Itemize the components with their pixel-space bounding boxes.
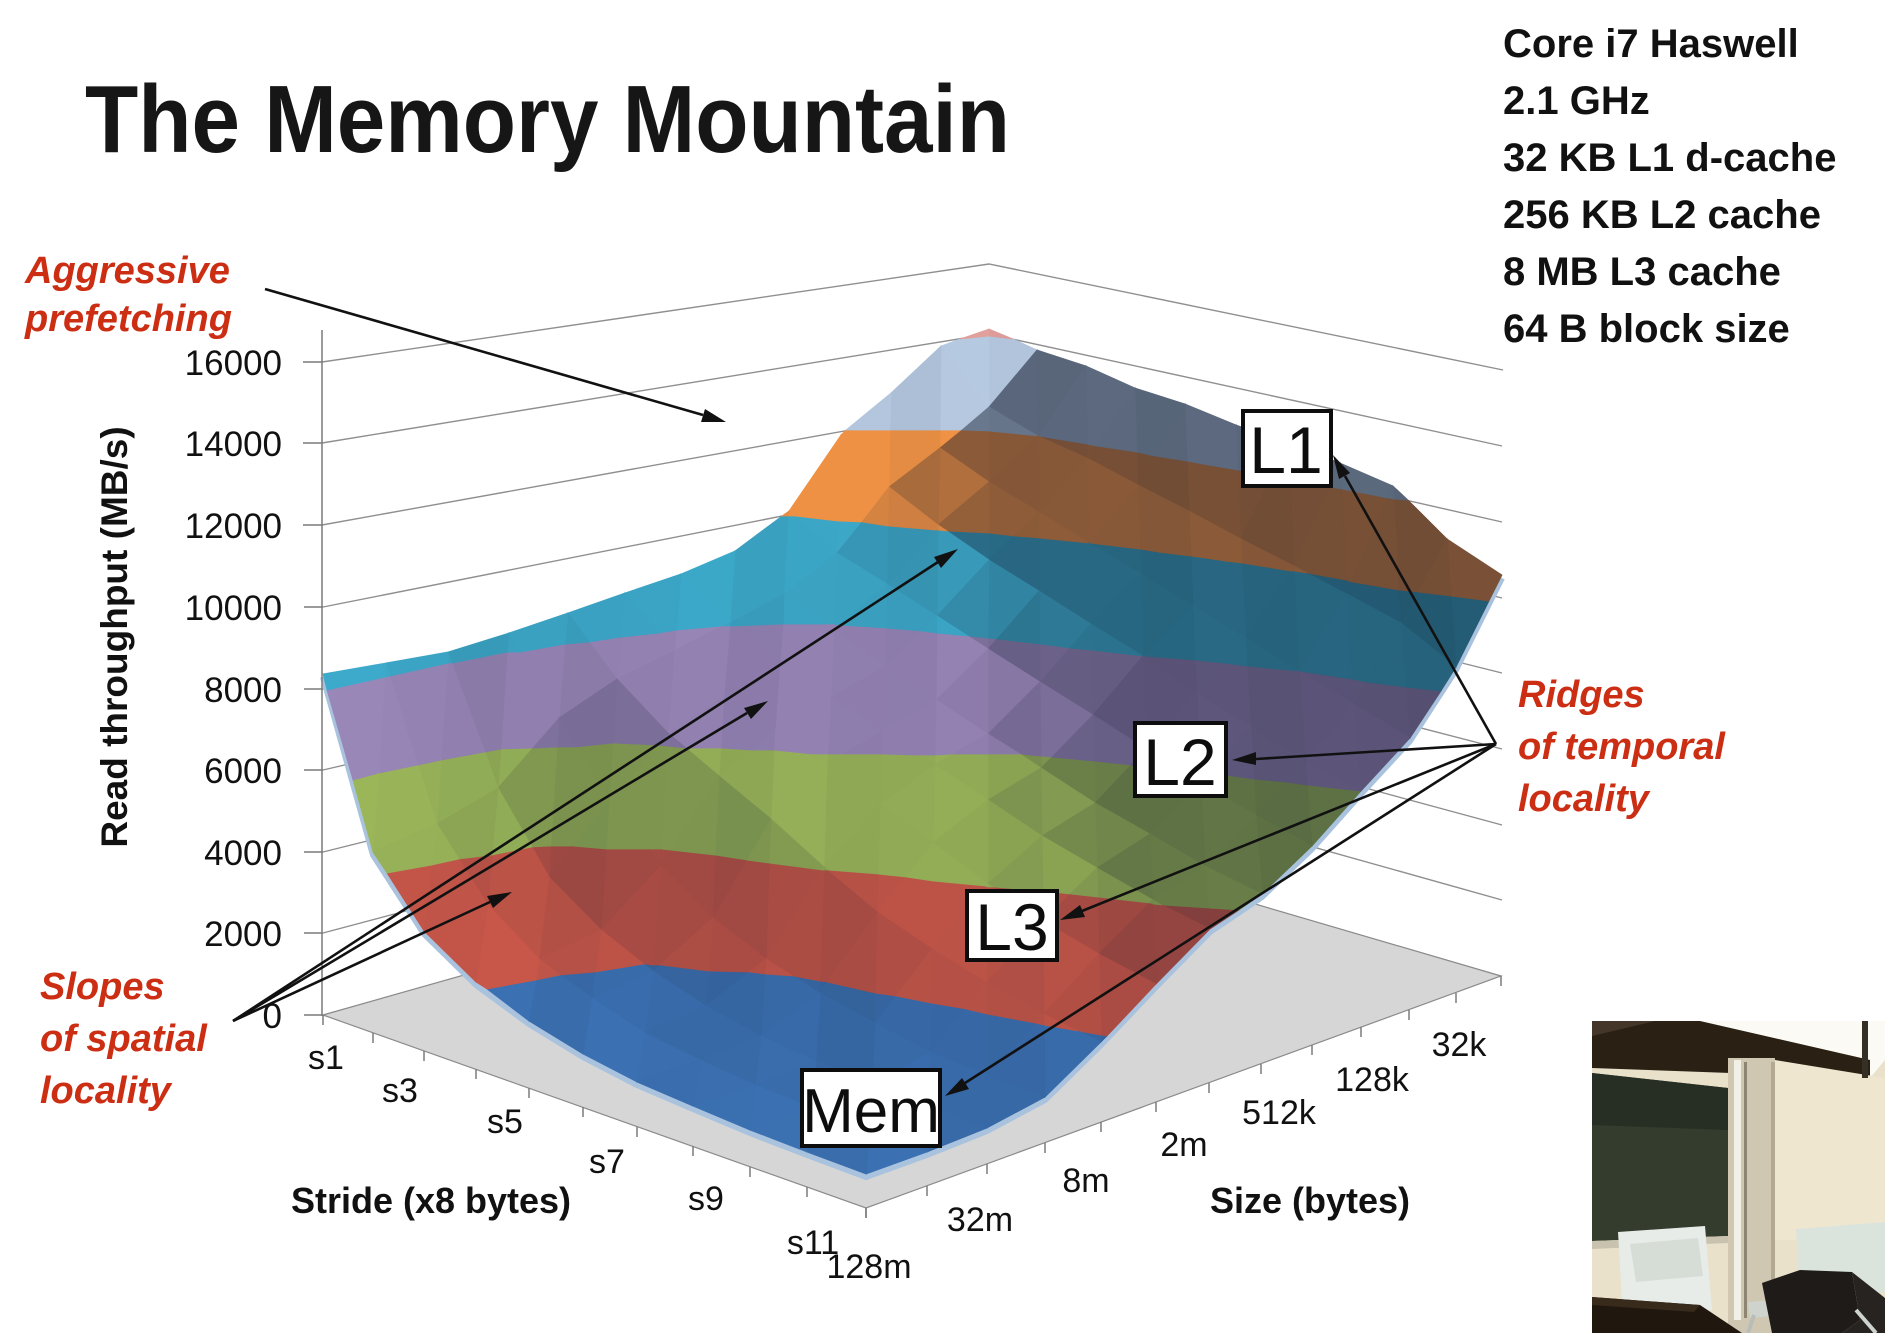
svg-text:14000: 14000 [185,425,282,464]
svg-text:s11: s11 [787,1224,839,1262]
svg-text:s7: s7 [589,1143,625,1181]
svg-text:8 MB L3 cache: 8 MB L3 cache [1503,250,1781,294]
svg-text:4000: 4000 [204,834,282,873]
svg-text:12000: 12000 [185,507,282,546]
svg-text:Core i7 Haswell: Core i7 Haswell [1503,22,1799,66]
svg-text:of spatial: of spatial [40,1018,208,1060]
svg-text:s9: s9 [688,1180,724,1218]
svg-text:Stride (x8 bytes): Stride (x8 bytes) [291,1180,571,1221]
svg-text:32m: 32m [947,1201,1013,1239]
svg-text:prefetching: prefetching [24,298,232,340]
svg-text:Read throughput (MB/s): Read throughput (MB/s) [94,426,135,847]
svg-text:s5: s5 [487,1103,523,1141]
svg-text:L2: L2 [1143,725,1216,799]
svg-text:2.1 GHz: 2.1 GHz [1503,79,1650,123]
svg-text:6000: 6000 [204,752,282,791]
svg-text:0: 0 [263,997,282,1036]
svg-text:10000: 10000 [185,589,282,628]
svg-text:Mem: Mem [802,1077,940,1146]
svg-text:8m: 8m [1062,1162,1109,1200]
svg-text:Ridges: Ridges [1518,674,1645,716]
svg-text:Size (bytes): Size (bytes) [1210,1180,1410,1221]
svg-text:2000: 2000 [204,915,282,954]
svg-text:locality: locality [40,1070,173,1112]
svg-text:32 KB L1 d-cache: 32 KB L1 d-cache [1503,136,1836,180]
svg-text:Aggressive: Aggressive [24,250,230,292]
svg-text:L3: L3 [975,890,1048,964]
svg-text:Slopes: Slopes [40,966,165,1008]
svg-text:L1: L1 [1249,413,1322,487]
svg-text:2m: 2m [1160,1126,1207,1164]
svg-text:of temporal: of temporal [1518,726,1726,768]
svg-text:8000: 8000 [204,671,282,710]
svg-text:128k: 128k [1335,1061,1410,1099]
svg-text:s3: s3 [382,1072,418,1110]
svg-text:512k: 512k [1242,1094,1317,1132]
svg-text:64 B block size: 64 B block size [1503,307,1790,351]
svg-text:The Memory Mountain: The Memory Mountain [85,66,1010,173]
svg-text:256 KB L2 cache: 256 KB L2 cache [1503,193,1821,237]
svg-text:locality: locality [1518,778,1651,820]
svg-text:128m: 128m [826,1248,911,1286]
svg-text:s1: s1 [308,1039,344,1077]
svg-text:32k: 32k [1432,1026,1488,1064]
svg-text:16000: 16000 [185,344,282,383]
